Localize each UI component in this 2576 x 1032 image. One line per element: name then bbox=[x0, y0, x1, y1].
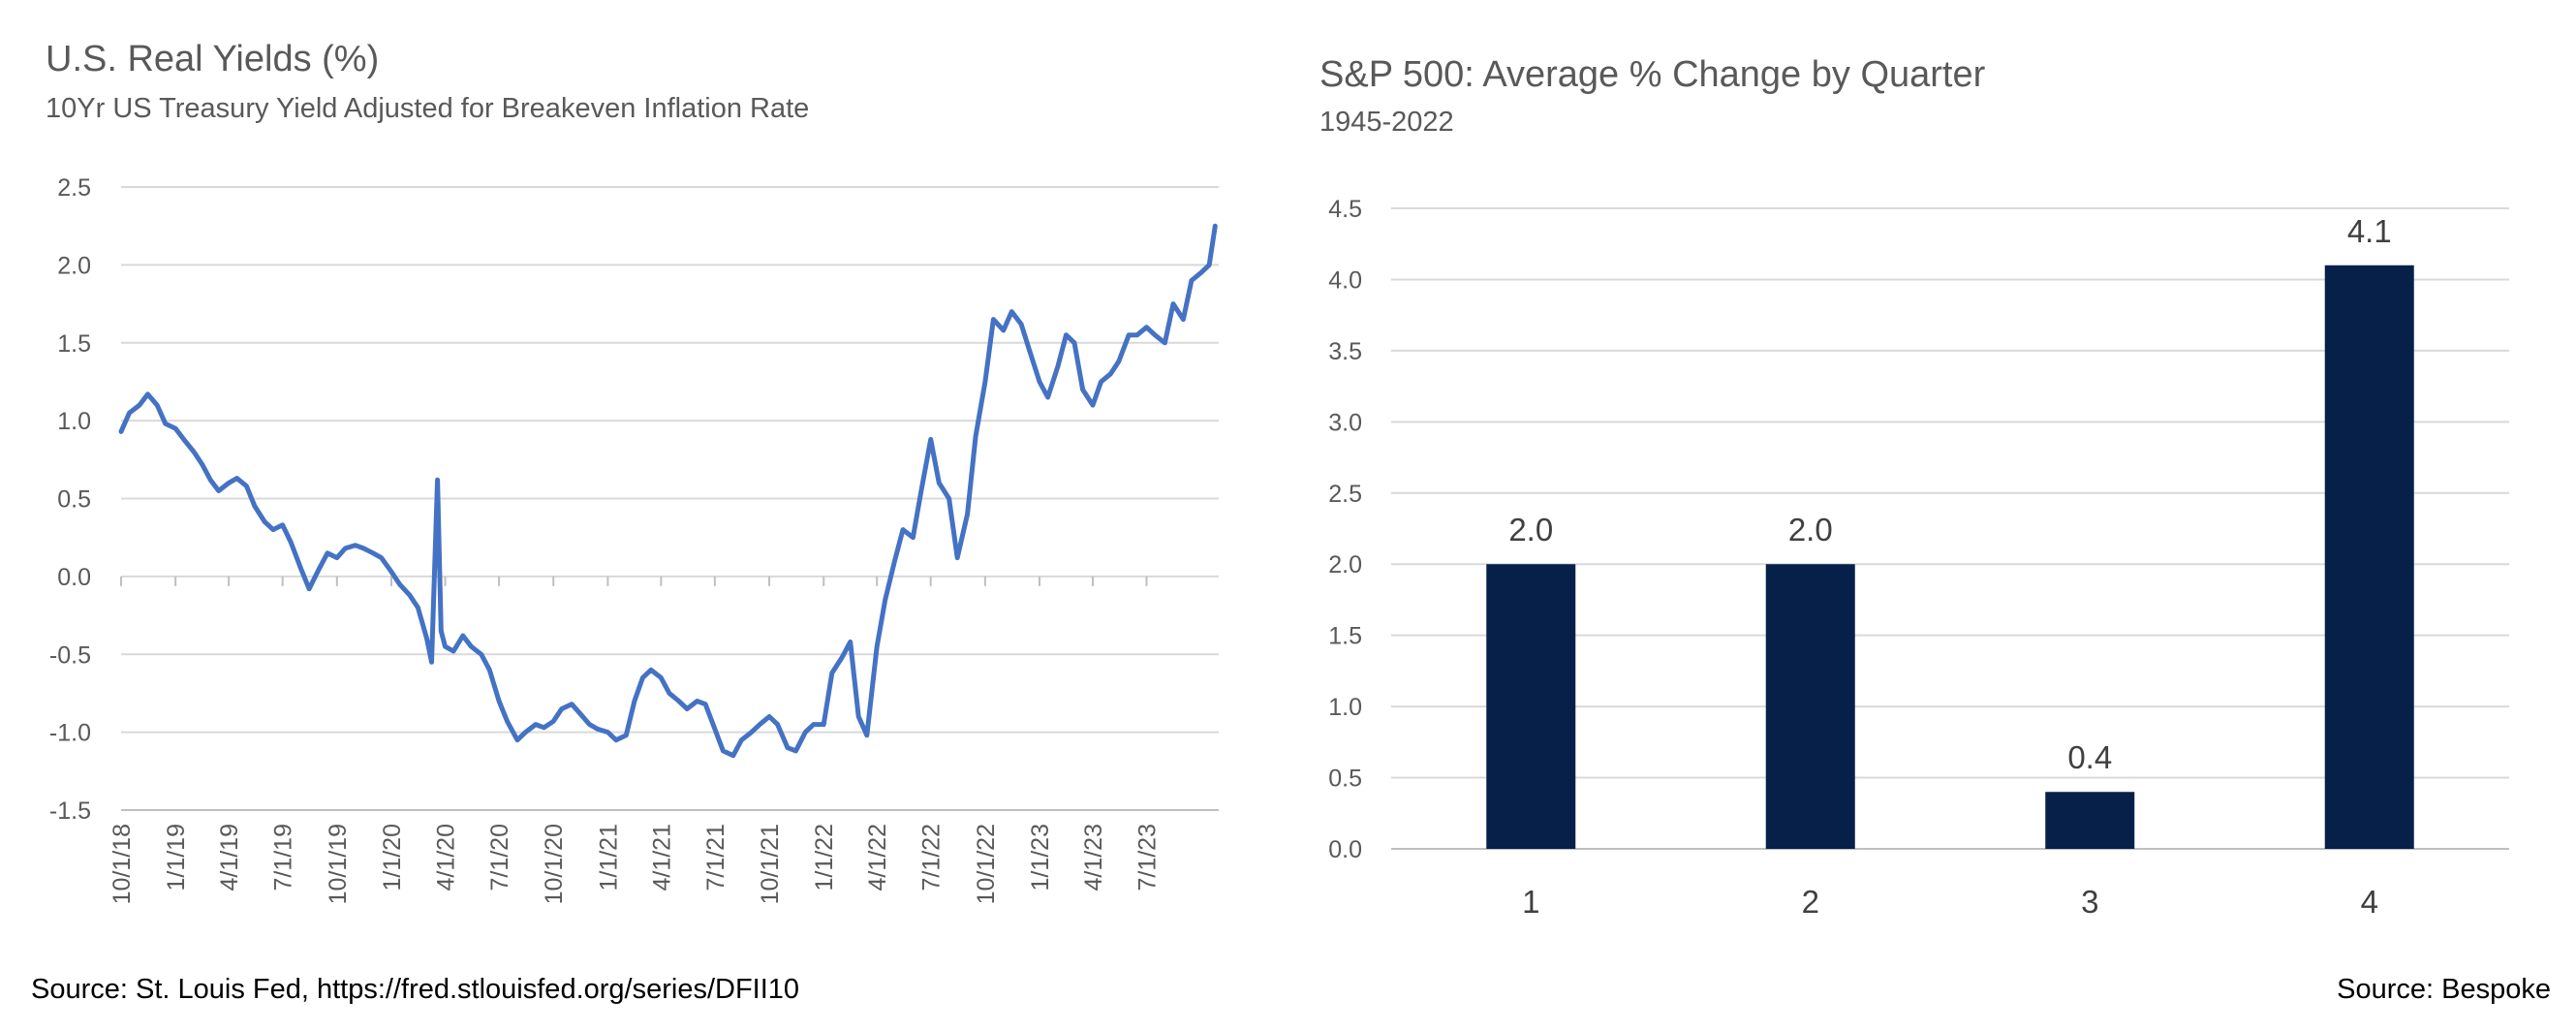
left-x-tick-label: 1/1/23 bbox=[1027, 824, 1054, 891]
left-y-tick-label: -1.5 bbox=[49, 797, 91, 825]
right-chart-subtitle: 1945-2022 bbox=[1319, 107, 1454, 138]
left-series-line bbox=[118, 223, 1218, 759]
left-y-tick-label: 1.5 bbox=[57, 330, 91, 358]
right-chart-source: Source: Bespoke bbox=[2337, 974, 2551, 1005]
left-chart-source: Source: St. Louis Fed, https://fred.stlo… bbox=[31, 974, 800, 1005]
left-y-tick-label: 2.5 bbox=[57, 174, 91, 202]
left-chart-subtitle: 10Yr US Treasury Yield Adjusted for Brea… bbox=[46, 93, 810, 124]
right-bar bbox=[1765, 564, 1855, 849]
left-x-tick-label: 10/1/22 bbox=[973, 824, 1000, 904]
left-x-tick-label: 7/1/19 bbox=[270, 824, 297, 891]
right-y-tick-label: 4.0 bbox=[1328, 266, 1362, 294]
left-y-tick-label: 0.0 bbox=[57, 564, 91, 591]
right-y-tick-label: 2.5 bbox=[1328, 481, 1362, 508]
left-x-tick-label: 1/1/21 bbox=[595, 824, 622, 891]
left-chart-title: U.S. Real Yields (%) bbox=[46, 39, 380, 79]
right-bar-data-label: 2.0 bbox=[1788, 512, 1833, 547]
right-x-tick-label: 1 bbox=[1522, 884, 1539, 920]
left-x-tick-label: 10/1/18 bbox=[109, 824, 136, 904]
left-x-tick-label: 10/1/20 bbox=[541, 824, 568, 904]
right-y-tick-label: 3.0 bbox=[1328, 409, 1362, 436]
right-bar bbox=[1486, 564, 1576, 849]
left-x-tick-label: 7/1/23 bbox=[1134, 824, 1162, 891]
left-y-tick-label: -1.0 bbox=[49, 720, 91, 747]
right-y-tick-label: 1.0 bbox=[1328, 694, 1362, 721]
left-x-tick-label: 10/1/21 bbox=[757, 824, 784, 904]
left-line-chart: -1.5 -1.0 -0.5 0.0 0.5 1.0 1.5 2.0 2.5 10/1/18 1/1… bbox=[49, 174, 1219, 904]
left-x-tick-label: 7/1/22 bbox=[918, 824, 946, 891]
left-x-tick-label: 4/1/20 bbox=[433, 824, 460, 891]
right-bar bbox=[2045, 792, 2135, 849]
right-y-tick-label: 0.5 bbox=[1328, 766, 1362, 793]
right-y-tick-label: 3.5 bbox=[1328, 338, 1362, 365]
left-x-tick-label: 1/1/19 bbox=[163, 824, 190, 891]
right-bar-data-label: 2.0 bbox=[1508, 512, 1553, 547]
left-y-tick-label: -0.5 bbox=[49, 641, 91, 669]
left-y-tick-label: 1.0 bbox=[57, 408, 91, 435]
right-chart-title: S&P 500: Average % Change by Quarter bbox=[1319, 54, 1986, 95]
left-x-tick-label: 7/1/21 bbox=[702, 824, 729, 891]
left-x-tick-label: 1/1/22 bbox=[811, 824, 838, 891]
left-y-tick-label: 0.5 bbox=[57, 486, 91, 514]
right-bar-data-label: 0.4 bbox=[2067, 739, 2112, 775]
left-x-tick-label: 10/1/19 bbox=[325, 824, 352, 904]
right-y-tick-label: 2.0 bbox=[1328, 551, 1362, 579]
right-bar-data-label: 4.1 bbox=[2347, 213, 2392, 249]
right-y-tick-label: 4.5 bbox=[1328, 196, 1362, 223]
right-x-tick-label: 2 bbox=[1802, 884, 1819, 920]
left-x-tick-label: 4/1/22 bbox=[864, 824, 891, 891]
left-y-tick-label: 2.0 bbox=[57, 252, 91, 279]
right-bar bbox=[2324, 265, 2414, 849]
left-x-tick-label: 7/1/20 bbox=[486, 824, 513, 891]
right-bar-chart: 0.0 0.5 1.0 1.5 2.0 2.5 3.0 3.5 4.0 4.5 2.0 1 2.0 2 0.… bbox=[1328, 196, 2509, 920]
right-y-tick-label: 1.5 bbox=[1328, 623, 1362, 650]
left-x-tick-label: 1/1/20 bbox=[379, 824, 406, 891]
right-y-tick-label: 0.0 bbox=[1328, 836, 1362, 863]
left-x-tick-label: 4/1/23 bbox=[1080, 824, 1107, 891]
right-x-tick-label: 3 bbox=[2081, 884, 2098, 920]
left-x-tick-label: 4/1/21 bbox=[648, 824, 675, 891]
left-x-tick-label: 4/1/19 bbox=[216, 824, 243, 891]
right-x-tick-label: 4 bbox=[2361, 884, 2378, 920]
